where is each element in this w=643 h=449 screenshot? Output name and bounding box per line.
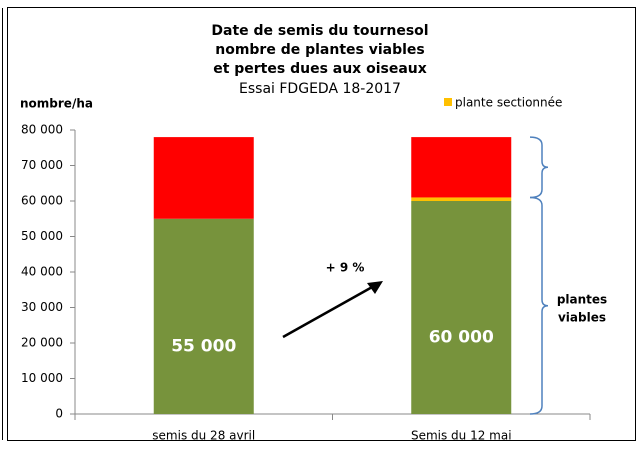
y-tick-label: 60 000	[21, 194, 63, 208]
arrow	[282, 284, 375, 339]
y-tick-label: 50 000	[21, 229, 63, 243]
legend-swatch	[444, 98, 452, 106]
chart-title: nombre de plantes viables	[215, 42, 425, 58]
chart-border	[7, 7, 636, 441]
data-label: 60 000	[429, 328, 494, 348]
bar-segment	[153, 218, 254, 414]
x-tick-label: Semis du 12 mai	[411, 429, 512, 443]
bar-segment	[153, 137, 254, 219]
arrow-label: + 9 %	[326, 261, 365, 275]
legend-label: plante sectionnée	[455, 96, 562, 110]
brace	[529, 196, 549, 415]
y-tick-label: 20 000	[21, 336, 63, 350]
chart-title: Date de semis du tournesol	[211, 23, 428, 39]
chart-title: et pertes dues aux oiseaux	[213, 61, 427, 77]
chart-subtitle: Essai FDGEDA 18-2017	[239, 81, 401, 97]
y-tick-label: 30 000	[21, 300, 63, 314]
y-axis-label: nombre/ha	[20, 97, 93, 111]
brace-label: plantes	[557, 293, 607, 307]
bar-segment	[411, 137, 512, 198]
y-tick-label: 10 000	[21, 371, 63, 385]
y-tick-label: 40 000	[21, 265, 63, 279]
bar-segment	[411, 201, 512, 414]
brace	[529, 136, 549, 199]
y-tick-label: 70 000	[21, 158, 63, 172]
y-tick-label: 0	[55, 407, 63, 421]
x-tick-label: semis du 28 avril	[152, 429, 255, 443]
brace-label: viables	[558, 311, 606, 325]
bar-segment	[411, 197, 512, 201]
data-label: 55 000	[171, 336, 236, 356]
y-tick-label: 80 000	[21, 123, 63, 137]
arrow-head	[367, 281, 383, 294]
